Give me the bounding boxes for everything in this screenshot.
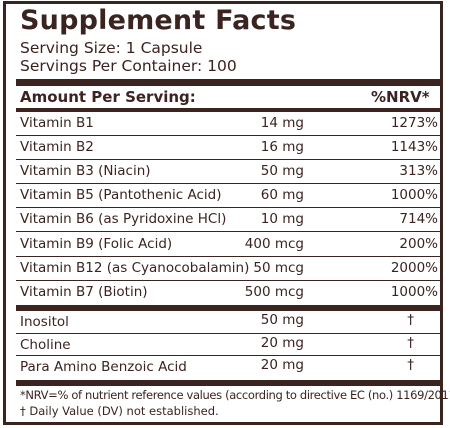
- nrv-value: 1000%: [390, 283, 438, 300]
- amount-value: 16 mg: [260, 139, 304, 156]
- footnote-divider: [16, 380, 442, 386]
- nutrient-name: Vitamin B7 (Biotin): [20, 283, 148, 300]
- table-row: Inositol 50 mg †: [16, 311, 442, 334]
- table-row: Vitamin B12 (as Cyanocobalamin) 50 mcg 200…: [16, 257, 442, 281]
- amount-value: 50 mcg: [253, 259, 304, 276]
- nutrient-name: Vitamin B12 (as Cyanocobalamin): [20, 259, 250, 276]
- amount-value: 20 mg: [260, 357, 304, 373]
- amount-value: 400 mcg: [244, 235, 304, 252]
- amount-value: 500 mcg: [244, 283, 304, 300]
- nrv-value: †: [407, 334, 414, 351]
- amount-value: 14 mg: [260, 115, 304, 131]
- amount-value: 10 mg: [260, 211, 304, 228]
- nutrient-name: Vitamin B9 (Folic Acid): [20, 235, 173, 252]
- nrv-value: 200%: [399, 235, 438, 252]
- table-row: Vitamin B2 16 mg 1143%: [16, 136, 442, 161]
- nutrient-name: Vitamin B1: [20, 115, 94, 131]
- servings-per-container: Servings Per Container: 100: [20, 57, 237, 75]
- table-row: Para Amino Benzoic Acid 20 mg †: [16, 356, 442, 379]
- nrv-value: 714%: [399, 211, 438, 228]
- nrv-value: 1000%: [390, 187, 438, 204]
- amount-value: 50 mg: [260, 163, 304, 180]
- table-row: Vitamin B5 (Pantothenic Acid) 60 mg 1000%: [16, 184, 442, 209]
- thick-divider: [16, 79, 442, 86]
- dv-footnote: † Daily Value (DV) not established.: [20, 404, 219, 418]
- table-row: Vitamin B6 (as Pyridoxine HCl) 10 mg 714%: [16, 208, 442, 233]
- amount-value: 20 mg: [260, 334, 304, 351]
- nutrient-name: Para Amino Benzoic Acid: [20, 359, 187, 375]
- nrv-value: 1143%: [390, 139, 438, 156]
- nrv-value: 1273%: [390, 115, 438, 131]
- nutrient-name: Inositol: [20, 314, 69, 330]
- supplement-facts-panel: Supplement Facts Serving Size: 1 Capsule…: [3, 1, 450, 425]
- nutrient-name: Vitamin B3 (Niacin): [20, 163, 151, 180]
- table-row: Vitamin B9 (Folic Acid) 400 mcg 200%: [16, 233, 442, 257]
- nrv-value: †: [407, 357, 414, 373]
- nrv-footnote: *NRV=% of nutrient reference values (acc…: [20, 388, 450, 402]
- nutrient-name: Vitamin B5 (Pantothenic Acid): [20, 187, 222, 204]
- table-row: Vitamin B3 (Niacin) 50 mg 313%: [16, 160, 442, 185]
- section-divider: [16, 305, 442, 311]
- nutrient-name: Vitamin B2: [20, 139, 94, 156]
- amount-per-serving-header: Amount Per Serving:: [20, 88, 196, 106]
- nrv-value: 2000%: [390, 259, 438, 276]
- amount-value: 50 mg: [260, 312, 304, 328]
- serving-size: Serving Size: 1 Capsule: [20, 39, 203, 57]
- table-row: Vitamin B1 14 mg 1273%: [16, 112, 442, 137]
- header-divider: [16, 108, 442, 112]
- nrv-value: †: [407, 312, 414, 328]
- nrv-header: %NRV*: [371, 88, 430, 106]
- amount-value: 60 mg: [260, 187, 304, 204]
- nutrient-name: Choline: [20, 336, 71, 353]
- table-row: Vitamin B7 (Biotin) 500 mcg 1000%: [16, 281, 442, 305]
- nutrient-name: Vitamin B6 (as Pyridoxine HCl): [20, 211, 227, 228]
- table-row: Choline 20 mg †: [16, 334, 442, 356]
- nrv-value: 313%: [399, 163, 438, 180]
- panel-title: Supplement Facts: [20, 5, 297, 36]
